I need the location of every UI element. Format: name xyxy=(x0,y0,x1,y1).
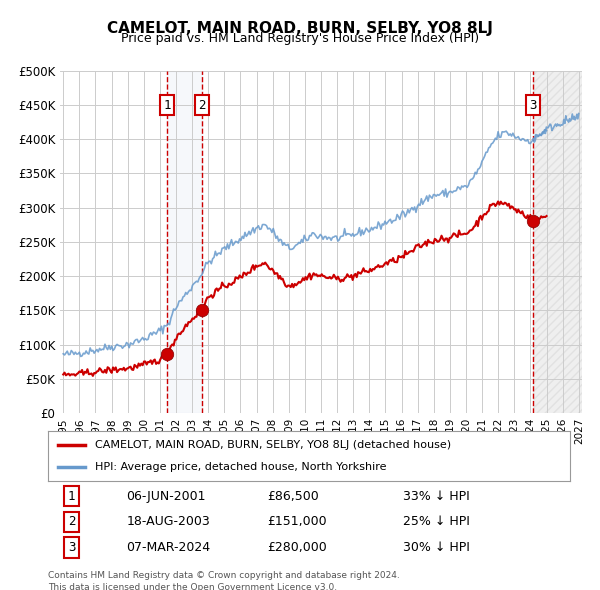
Text: 18-AUG-2003: 18-AUG-2003 xyxy=(127,516,210,529)
Bar xyxy=(167,71,202,413)
Text: 1: 1 xyxy=(163,99,171,112)
Text: 1: 1 xyxy=(68,490,75,503)
Text: 3: 3 xyxy=(530,99,537,112)
Text: 2: 2 xyxy=(68,516,75,529)
Text: £151,000: £151,000 xyxy=(267,516,327,529)
Text: £86,500: £86,500 xyxy=(267,490,319,503)
Text: 30% ↓ HPI: 30% ↓ HPI xyxy=(403,541,470,554)
Text: £280,000: £280,000 xyxy=(267,541,327,554)
Text: HPI: Average price, detached house, North Yorkshire: HPI: Average price, detached house, Nort… xyxy=(95,462,386,472)
Text: Price paid vs. HM Land Registry's House Price Index (HPI): Price paid vs. HM Land Registry's House … xyxy=(121,32,479,45)
Text: 25% ↓ HPI: 25% ↓ HPI xyxy=(403,516,470,529)
Text: 33% ↓ HPI: 33% ↓ HPI xyxy=(403,490,470,503)
Bar xyxy=(533,71,582,413)
Text: 3: 3 xyxy=(68,541,75,554)
Text: CAMELOT, MAIN ROAD, BURN, SELBY, YO8 8LJ: CAMELOT, MAIN ROAD, BURN, SELBY, YO8 8LJ xyxy=(107,21,493,35)
Text: 06-JUN-2001: 06-JUN-2001 xyxy=(127,490,206,503)
Text: Contains HM Land Registry data © Crown copyright and database right 2024.
This d: Contains HM Land Registry data © Crown c… xyxy=(48,571,400,590)
Text: CAMELOT, MAIN ROAD, BURN, SELBY, YO8 8LJ (detached house): CAMELOT, MAIN ROAD, BURN, SELBY, YO8 8LJ… xyxy=(95,440,451,450)
Text: 07-MAR-2024: 07-MAR-2024 xyxy=(127,541,211,554)
Text: 2: 2 xyxy=(199,99,206,112)
